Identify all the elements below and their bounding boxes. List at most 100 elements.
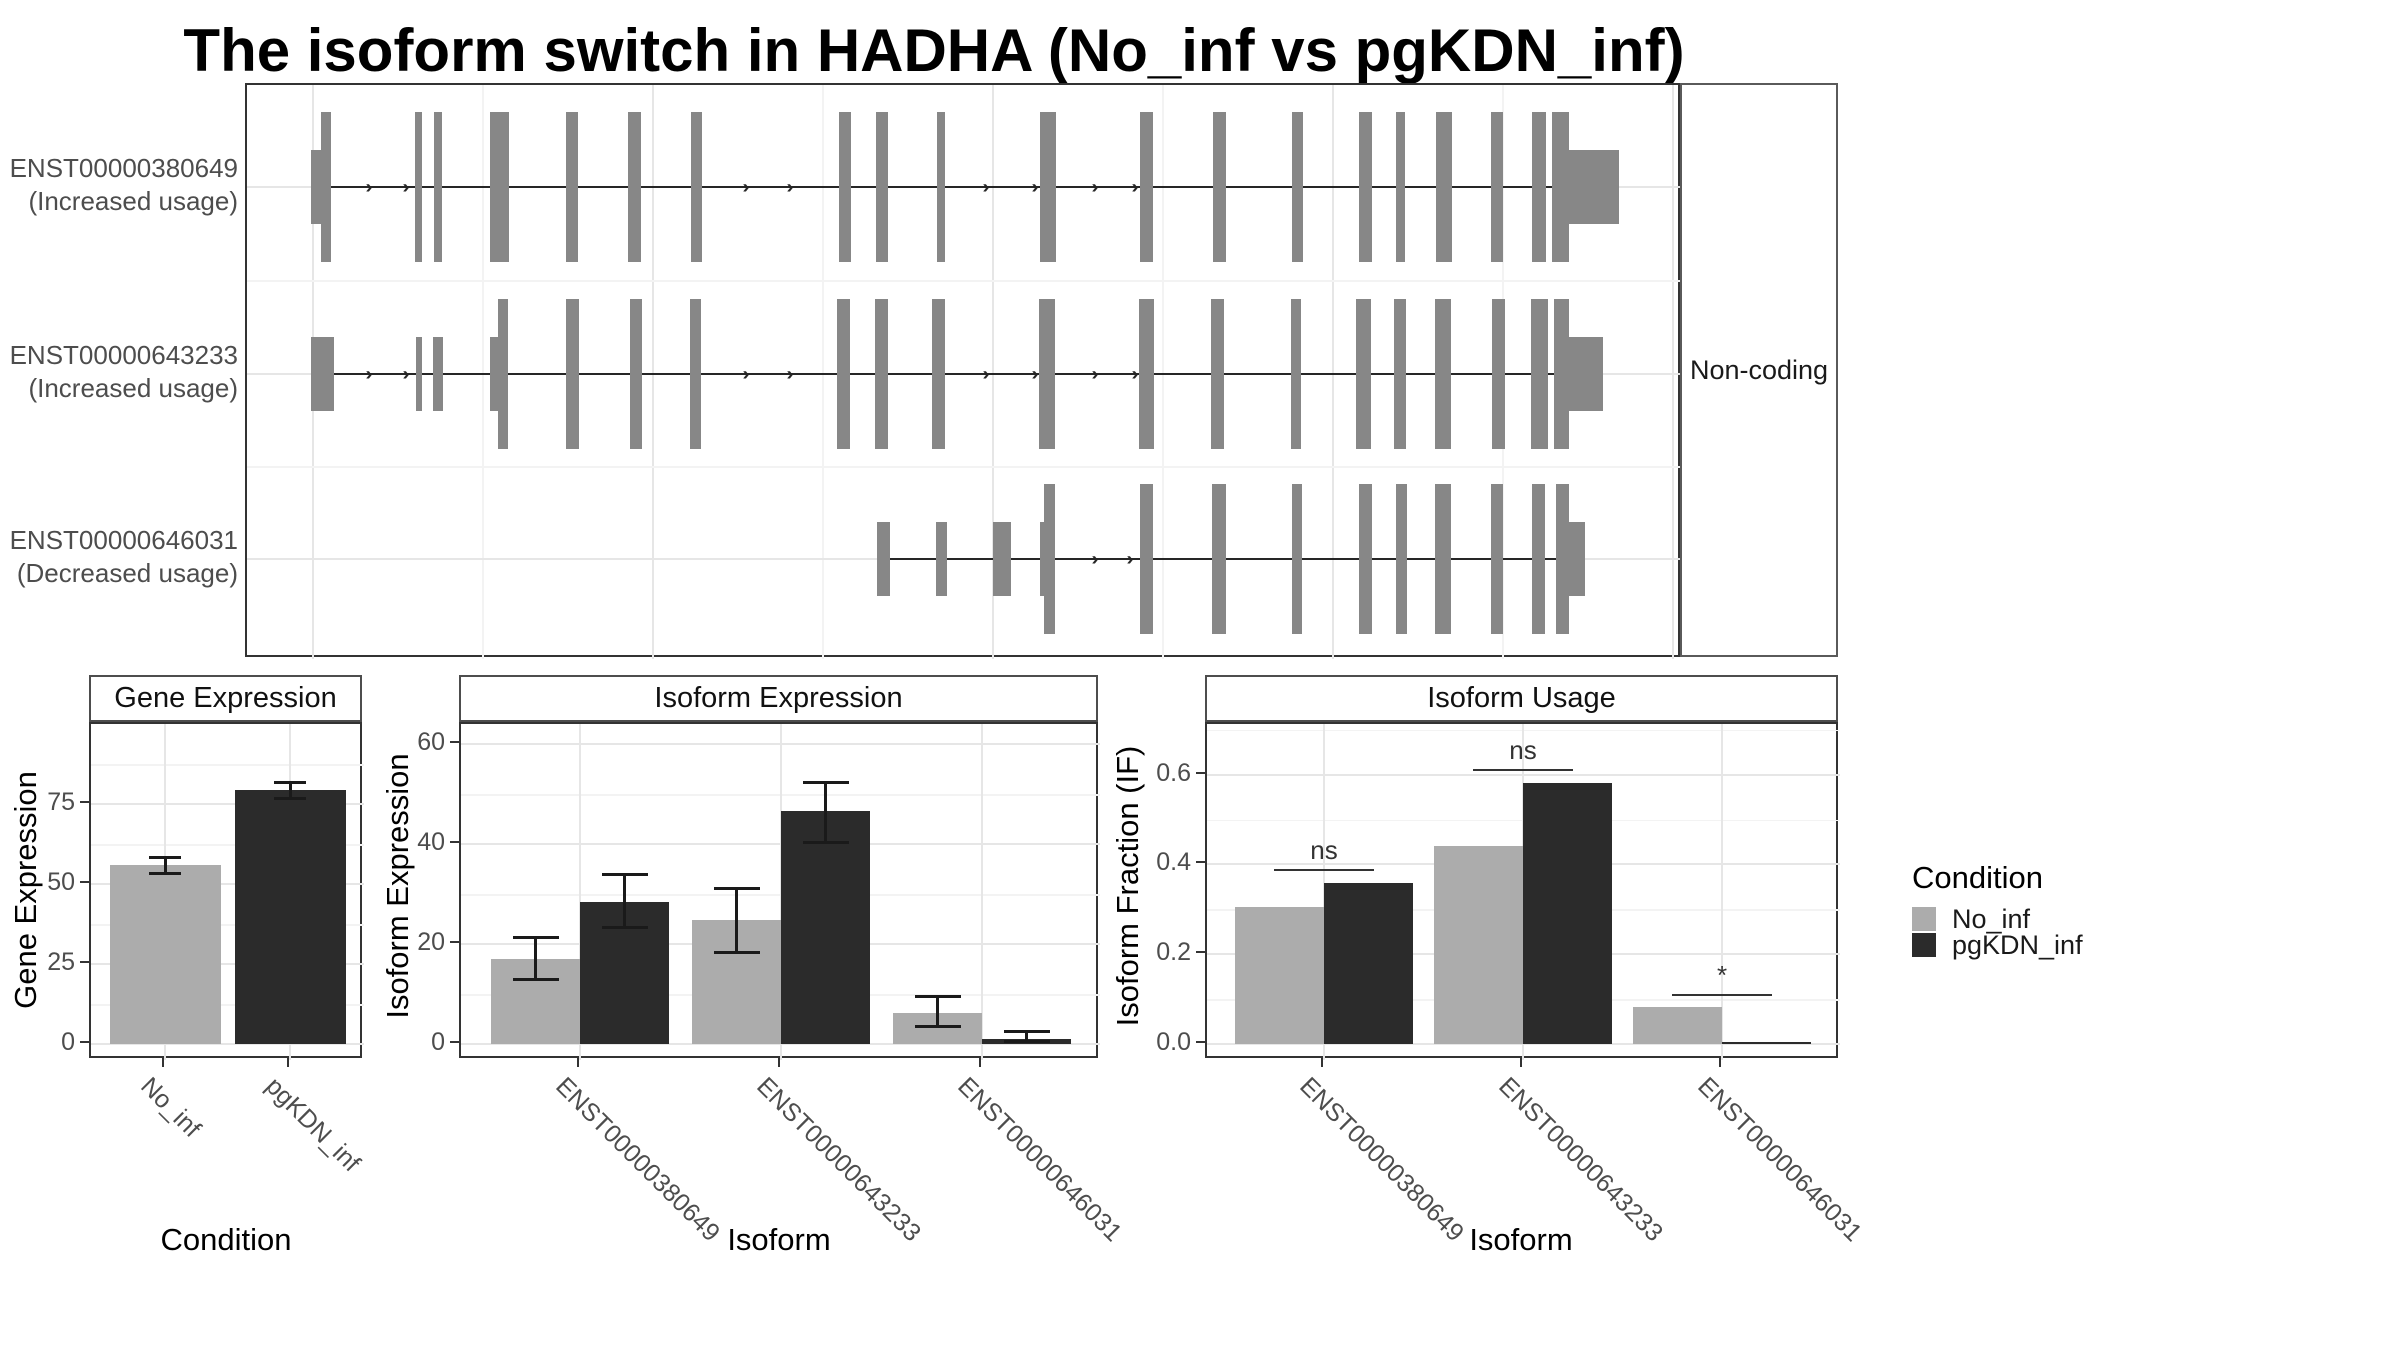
bar-pgKDN_inf	[781, 811, 870, 1044]
strand-arrow-icon: ›	[1126, 548, 1134, 570]
y-tick-label: 0.6	[1156, 758, 1191, 787]
exon-block	[1532, 112, 1546, 262]
y-tick-mark	[1196, 1041, 1205, 1043]
exon-block	[1140, 112, 1153, 262]
exon-block	[321, 112, 331, 262]
x-tick-mark	[1520, 1058, 1522, 1067]
x-tick-mark	[979, 1058, 981, 1067]
isoform-expression-panel	[459, 722, 1100, 1060]
intron-line	[311, 373, 1592, 375]
transcript-usage: (Increased usage)	[28, 373, 238, 403]
exon-block	[1394, 299, 1406, 449]
exon-block	[1492, 299, 1505, 449]
legend-swatch-no-inf	[1912, 907, 1936, 931]
exon-block	[1396, 112, 1405, 262]
strand-arrow-icon: ›	[365, 176, 373, 198]
x-axis-title-condition: Condition	[160, 1222, 292, 1257]
gridline-minor	[247, 280, 1682, 282]
error-bar-cap	[601, 925, 648, 929]
exon-block	[434, 112, 442, 262]
exon-block	[1213, 112, 1226, 262]
strip-isoform-usage: Isoform Usage	[1205, 675, 1838, 722]
error-bar-cap	[713, 887, 760, 890]
x-tick-mark	[778, 1058, 780, 1067]
x-tick-label: ENST00000646031	[1692, 1072, 1868, 1248]
exon-block	[839, 112, 851, 262]
x-tick-label: No_inf	[135, 1072, 207, 1143]
exon-block-noncoding	[433, 337, 443, 411]
intron-line	[311, 186, 1602, 188]
x-tick-mark	[162, 1058, 164, 1067]
exon-block-noncoding	[877, 522, 890, 596]
exon-block-noncoding	[1569, 522, 1585, 596]
bar-No_inf	[1434, 846, 1523, 1044]
significance-line	[1274, 868, 1374, 871]
exon-block	[498, 299, 508, 449]
y-tick-label: 50	[47, 868, 75, 896]
y-axis-title-isoform-expression: Isoform Expression	[380, 753, 415, 1019]
exon-block	[1436, 112, 1452, 262]
strip-title: Isoform Expression	[654, 682, 903, 714]
error-bar-cap	[914, 1025, 961, 1028]
significance-label: ns	[1509, 734, 1537, 765]
y-tick-label: 20	[417, 928, 445, 956]
bar-pgKDN_inf	[1523, 782, 1612, 1044]
exon-block	[415, 112, 422, 262]
exon-block	[1140, 484, 1153, 634]
exon-block	[1552, 112, 1569, 262]
x-tick-label: ENST00000380649	[1294, 1072, 1470, 1248]
strand-arrow-icon: ›	[982, 176, 990, 198]
y-tick-mark	[450, 1041, 459, 1043]
error-bar-cap	[149, 871, 181, 875]
exon-block	[1359, 484, 1372, 634]
y-tick-label: 40	[417, 828, 445, 856]
gridline-minor	[91, 1004, 364, 1006]
exon-block	[1359, 112, 1372, 262]
error-bar-cap	[802, 780, 849, 784]
y-tick-mark	[1196, 861, 1205, 864]
strand-arrow-icon: ›	[1031, 176, 1039, 198]
bar-pgKDN_inf	[1722, 1042, 1811, 1045]
strand-arrow-icon: ›	[1091, 176, 1099, 198]
x-tick-label: ENST00000380649	[550, 1072, 726, 1248]
exon-block	[1211, 299, 1224, 449]
strip-title: Gene Expression	[114, 682, 337, 714]
x-tick-mark	[1719, 1058, 1721, 1067]
facet-strip-noncoding: Non-coding	[1680, 83, 1838, 657]
legend-title: Condition	[1912, 860, 2043, 895]
legend-swatch-pgkdn-inf	[1912, 933, 1936, 957]
y-tick-label: 75	[47, 788, 75, 816]
y-tick-mark	[450, 941, 459, 943]
exon-block	[1531, 299, 1548, 449]
y-tick-label: 0	[431, 1028, 445, 1056]
exon-block-noncoding	[311, 337, 334, 411]
y-tick-mark	[80, 961, 89, 963]
exon-block-noncoding	[311, 150, 321, 224]
transcript-row-label: ENST00000643233 (Increased usage)	[6, 339, 238, 405]
exon-block-noncoding	[1569, 150, 1619, 224]
exon-block-noncoding	[1040, 522, 1044, 596]
transcript-usage: (Decreased usage)	[16, 558, 238, 588]
significance-label: ns	[1310, 834, 1338, 865]
gridline-major	[992, 85, 994, 659]
gridline-major	[1332, 85, 1334, 659]
intron-line	[877, 558, 1577, 560]
error-bar-cap	[274, 796, 306, 800]
gridline-minor	[1162, 85, 1164, 659]
significance-line	[1473, 768, 1573, 771]
strand-arrow-icon: ›	[742, 176, 750, 198]
exon-block	[1435, 484, 1451, 634]
exon-block	[932, 299, 945, 449]
error-bar-line	[288, 781, 292, 798]
gridline-minor	[822, 85, 824, 659]
exon-block	[1212, 484, 1226, 634]
error-bar-cap	[802, 840, 849, 844]
y-tick-label: 0.2	[1156, 938, 1191, 967]
strip-isoform-expression: Isoform Expression	[459, 675, 1098, 722]
exon-block	[1044, 484, 1055, 634]
transcript-row-label: ENST00000646031 (Decreased usage)	[6, 524, 238, 590]
gridline-minor	[91, 924, 364, 926]
gridline-major	[91, 1043, 364, 1045]
exon-block	[1291, 299, 1301, 449]
